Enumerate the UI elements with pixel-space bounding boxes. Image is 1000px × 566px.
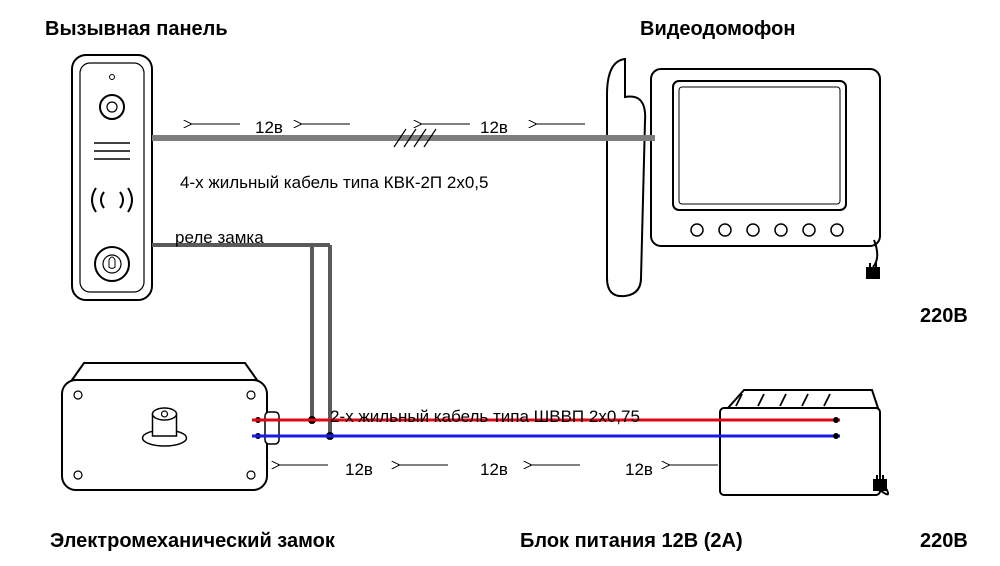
relay-label: реле замка — [175, 228, 264, 248]
v12-e: 12в — [625, 460, 653, 480]
v12-b: 12в — [480, 118, 508, 138]
lock-title: Электромеханический замок — [50, 530, 335, 553]
v12-c: 12в — [345, 460, 373, 480]
videophone-title: Видеодомофон — [640, 18, 795, 41]
v12-a: 12в — [255, 118, 283, 138]
mains-top: 220В — [920, 305, 968, 328]
psu-title: Блок питания 12В (2А) — [520, 530, 743, 553]
wiring-diagram — [0, 0, 1000, 566]
cable-bottom-spec: 2-х жильный кабель типа ШВВП 2х0,75 — [330, 407, 640, 427]
panel-title: Вызывная панель — [45, 18, 228, 41]
psu-icon — [720, 390, 888, 495]
v12-d: 12в — [480, 460, 508, 480]
lock-icon — [62, 363, 279, 490]
videophone-icon — [607, 59, 880, 296]
cable-top-spec: 4-х жильный кабель типа КВК-2П 2х0,5 — [180, 173, 488, 193]
call-panel-icon — [72, 55, 152, 300]
mains-bottom: 220В — [920, 530, 968, 553]
